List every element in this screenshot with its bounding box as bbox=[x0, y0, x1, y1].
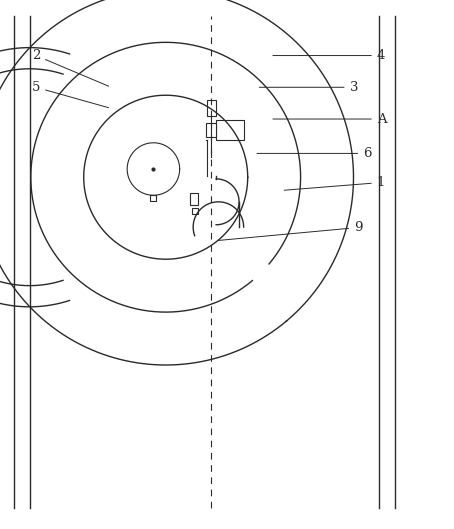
Bar bbox=[207, 99, 216, 115]
Text: 1: 1 bbox=[284, 176, 385, 190]
Bar bbox=[206, 123, 216, 138]
Text: 2: 2 bbox=[32, 49, 109, 86]
Text: 9: 9 bbox=[218, 221, 363, 241]
Bar bbox=[216, 120, 244, 140]
Text: 6: 6 bbox=[257, 147, 372, 160]
Text: 5: 5 bbox=[32, 81, 109, 108]
Text: 4: 4 bbox=[273, 49, 385, 62]
Bar bbox=[190, 193, 198, 205]
Text: A: A bbox=[273, 113, 386, 125]
Text: 3: 3 bbox=[259, 81, 358, 94]
Bar bbox=[150, 195, 157, 201]
Bar bbox=[192, 208, 198, 214]
